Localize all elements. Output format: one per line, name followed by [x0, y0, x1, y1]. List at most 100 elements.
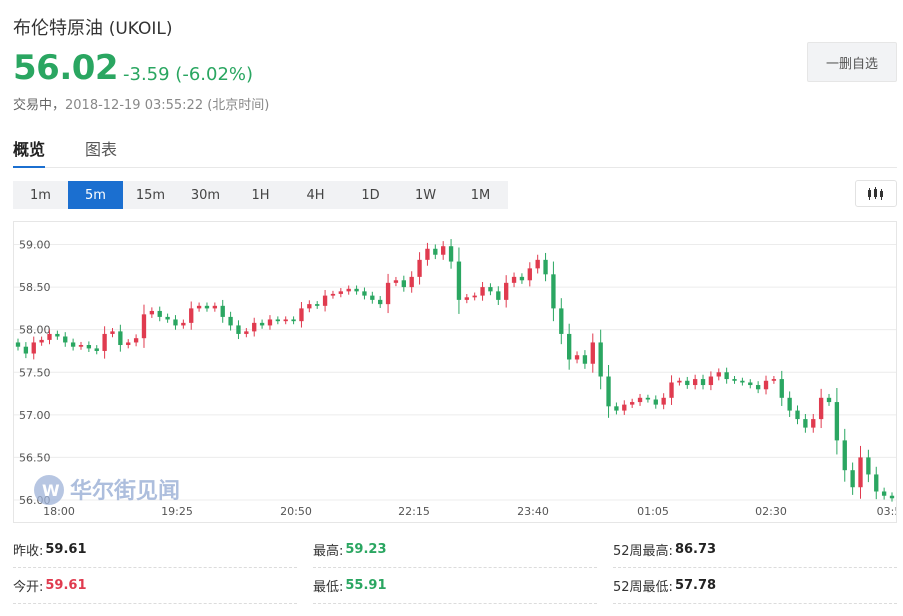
- candle-body: [244, 331, 249, 334]
- candle-body: [543, 259, 548, 275]
- candle-body: [354, 288, 359, 292]
- candle-body: [748, 382, 753, 386]
- tab-overview[interactable]: 概览: [13, 136, 46, 168]
- interval-1h[interactable]: 1H: [251, 187, 270, 203]
- stat-value: 59.61: [45, 542, 87, 557]
- candle-body: [307, 304, 312, 309]
- price-chart[interactable]: 59.00 58.50 58.00 57.50 57.00 56.50 56.00 W 华尔街见…: [13, 221, 897, 523]
- candle-body: [259, 322, 265, 326]
- stat-open: 今开: 59.61: [13, 568, 297, 604]
- candle-body: [86, 345, 92, 349]
- candle-body: [94, 348, 99, 351]
- candle-body: [811, 419, 816, 428]
- price-change: -3.59 (-6.02%): [123, 64, 254, 85]
- candle-body: [362, 291, 367, 296]
- tab-chart[interactable]: 图表: [85, 140, 118, 159]
- interval-1mo[interactable]: 1M: [470, 187, 491, 203]
- candle-body: [803, 419, 808, 428]
- candle-body: [126, 342, 131, 346]
- interval-15m[interactable]: 15m: [135, 187, 166, 203]
- interval-4h[interactable]: 4H: [306, 187, 325, 203]
- candle-body: [165, 316, 170, 320]
- candle-body: [141, 314, 147, 339]
- candle-body: [700, 379, 706, 386]
- candle-body: [315, 304, 320, 306]
- candle-body: [874, 474, 879, 492]
- chart-type-button[interactable]: [855, 180, 897, 207]
- candle-body: [779, 379, 784, 398]
- candle-body: [149, 310, 155, 315]
- candle-body: [338, 291, 343, 294]
- x-tick-label: 20:50: [280, 505, 312, 518]
- candle-body: [417, 259, 422, 277]
- stat-label: 52周最低:: [613, 580, 673, 595]
- candle-body: [858, 457, 863, 488]
- candle-body: [866, 457, 871, 475]
- candle-body: [393, 280, 399, 283]
- candle-body: [252, 322, 257, 332]
- candle-body: [732, 379, 737, 381]
- candle-body: [322, 295, 328, 306]
- candle-body: [582, 355, 588, 364]
- interval-5m[interactable]: 5m: [68, 181, 123, 209]
- candle-body: [889, 495, 895, 499]
- candle-body: [850, 470, 855, 488]
- instrument-code: (UKOIL): [108, 19, 173, 39]
- stat-label: 昨收:: [13, 544, 44, 559]
- candle-body: [370, 295, 375, 300]
- interval-30m[interactable]: 30m: [190, 187, 221, 203]
- stats-table: 昨收: 59.61 最高: 59.23 52周最高: 86.73 今开: 59.61 最…: [0, 530, 903, 616]
- candle-body: [275, 319, 281, 322]
- candle-body: [551, 274, 556, 309]
- candle-body: [637, 397, 643, 403]
- candle-body: [606, 376, 611, 407]
- candle-body: [685, 380, 690, 386]
- candle-body: [204, 305, 210, 309]
- candle-body: [47, 333, 52, 340]
- candle-body: [740, 380, 745, 383]
- y-tick-label: 57.00: [19, 409, 51, 422]
- candle-body: [228, 316, 233, 326]
- trade-timestamp: 2018-12-19 03:55:22 (北京时间): [65, 98, 270, 113]
- candle-body: [535, 259, 540, 269]
- interval-1w[interactable]: 1W: [414, 187, 437, 203]
- candle-body: [346, 288, 351, 292]
- x-tick-label: 19:25: [161, 505, 193, 518]
- candle-body: [708, 376, 714, 386]
- candle-body: [567, 333, 572, 360]
- interval-1d[interactable]: 1D: [361, 187, 380, 203]
- candle-body: [645, 397, 651, 400]
- watermark-text: 华尔街见闻: [70, 478, 180, 504]
- candle-body: [220, 305, 225, 317]
- stat-prev-close: 昨收: 59.61: [13, 532, 297, 568]
- candle-body: [527, 268, 532, 281]
- x-tick-label: 02:30: [755, 505, 787, 518]
- stat-label: 最低:: [313, 580, 344, 595]
- candle-body: [299, 308, 304, 322]
- candle-body: [590, 342, 595, 364]
- candle-body: [118, 331, 123, 346]
- trade-status: 交易中，: [13, 98, 66, 113]
- candle-body: [39, 339, 44, 343]
- y-tick-label: 56.50: [19, 451, 51, 464]
- stat-high: 最高: 59.23: [313, 532, 597, 568]
- interval-1m[interactable]: 1m: [30, 187, 51, 203]
- candle-body: [433, 248, 438, 255]
- watermark-glyph: W: [42, 481, 60, 500]
- x-tick-label: 23:40: [517, 505, 549, 518]
- tab-bar: 概览 图表: [13, 134, 897, 168]
- remove-watchlist-button[interactable]: 一删自选: [807, 42, 897, 82]
- stat-label: 最高:: [313, 544, 344, 559]
- candle-body: [267, 319, 273, 326]
- candle-body: [157, 310, 162, 317]
- candle-body: [212, 305, 218, 309]
- stat-value: 59.61: [45, 578, 87, 593]
- candle-body: [291, 319, 296, 322]
- candle-body: [818, 397, 824, 420]
- watermark-icon: [34, 475, 64, 505]
- candle-body: [409, 276, 414, 288]
- watermark-logo: W 华尔街见闻: [34, 475, 180, 505]
- candle-body: [425, 248, 430, 260]
- candle-body: [795, 410, 800, 420]
- candle-body: [102, 333, 107, 351]
